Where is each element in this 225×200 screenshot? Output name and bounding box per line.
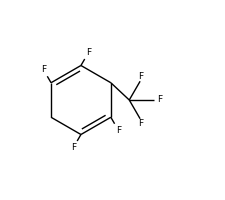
Text: F: F (86, 48, 91, 57)
Text: F: F (71, 143, 76, 152)
Text: F: F (139, 119, 144, 128)
Text: F: F (139, 72, 144, 81)
Text: F: F (116, 126, 121, 135)
Text: F: F (157, 96, 162, 104)
Text: F: F (41, 65, 46, 74)
